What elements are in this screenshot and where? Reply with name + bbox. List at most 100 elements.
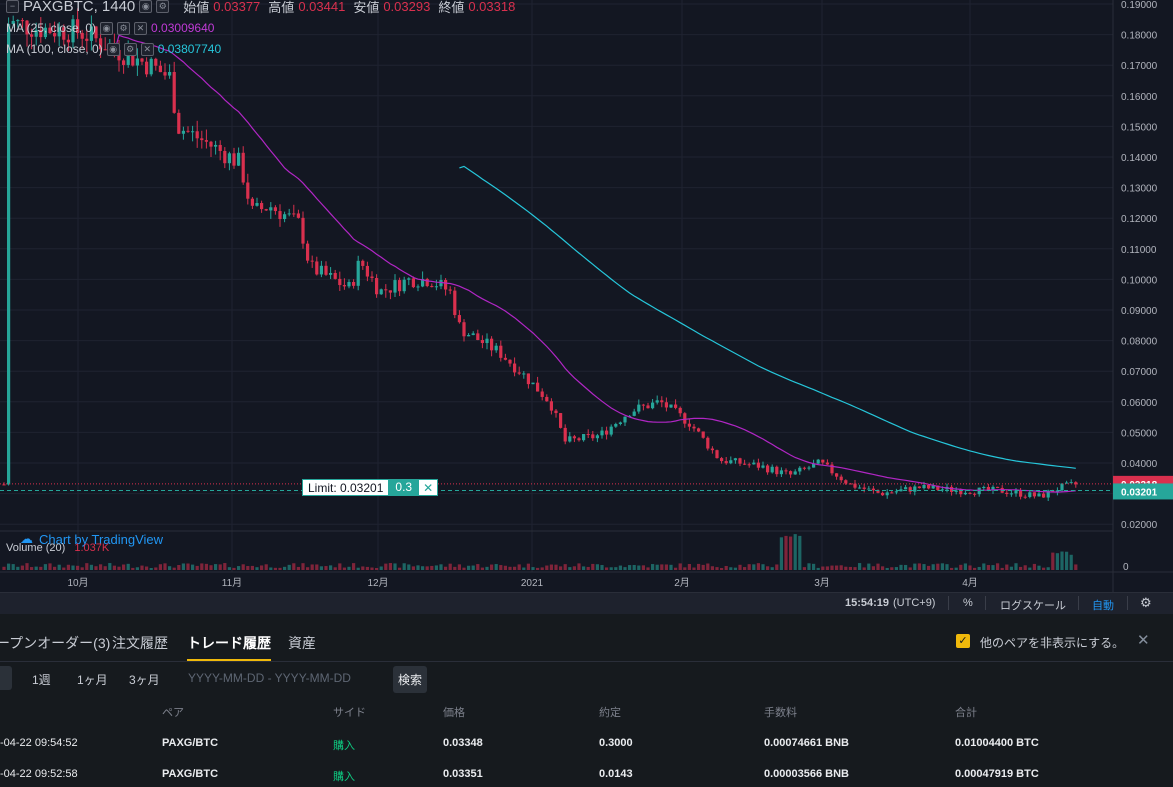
volume-bar: [821, 566, 825, 570]
settings-icon[interactable]: ⚙: [117, 21, 131, 35]
filter-week[interactable]: 1週: [32, 673, 51, 687]
trade-filled: 0.3000: [599, 737, 633, 749]
candle-body: [646, 405, 650, 409]
volume-bar: [140, 565, 144, 570]
close-icon[interactable]: ✕: [140, 42, 154, 56]
price-axis-label: 0.19000: [1121, 0, 1158, 11]
price-chart[interactable]: 0.19000 0.18000 0.17000 0.16000 0.15000 0.140…: [0, 0, 1173, 592]
volume-bar: [48, 563, 52, 570]
price-axis-label: 0.06000: [1121, 398, 1158, 409]
candle-body: [1037, 493, 1041, 497]
candle-body: [591, 434, 595, 439]
candle-body: [793, 471, 797, 475]
cancel-order-icon[interactable]: ✕: [418, 479, 439, 496]
tab-order-history[interactable]: 注文履歴: [112, 635, 168, 651]
chart-background: [0, 0, 1173, 592]
tab-open-orders[interactable]: ープンオーダー(3): [0, 635, 111, 651]
volume-bar: [186, 563, 190, 570]
collapse-icon[interactable]: −: [6, 0, 19, 13]
day-filter-button[interactable]: [0, 666, 12, 690]
volume-bar: [163, 563, 167, 570]
candle-body: [393, 280, 397, 293]
candle-body: [706, 437, 710, 449]
candle-body: [319, 265, 323, 275]
hide-pairs-checkbox[interactable]: ✓: [956, 634, 970, 648]
volume-bar: [775, 564, 779, 570]
volume-bar: [807, 563, 811, 570]
volume-bar: [232, 567, 236, 570]
volume-bar: [99, 564, 103, 570]
volume-bar: [798, 535, 802, 570]
gear-icon[interactable]: ⚙: [1140, 595, 1152, 610]
close-icon[interactable]: ✕: [1137, 632, 1150, 649]
volume-bar: [881, 566, 885, 570]
candle-body: [375, 278, 379, 295]
candle-body: [2, 484, 6, 486]
volume-bar: [996, 563, 1000, 570]
volume-bar: [526, 563, 530, 570]
settings-icon[interactable]: ⚙: [156, 0, 170, 13]
volume-bar: [43, 564, 47, 570]
candle-body: [816, 459, 820, 464]
ma25-line: [113, 34, 1076, 493]
volume-bar: [766, 566, 770, 570]
trade-fee: 0.00003566 BNB: [764, 768, 850, 780]
candle-body: [209, 141, 213, 147]
candle-body: [821, 459, 825, 463]
hide-pairs-label[interactable]: 他のペアを非表示にする。: [980, 636, 1125, 650]
low-label: 安値: [353, 0, 380, 15]
price-axis-label: 0.17000: [1121, 61, 1158, 72]
trade-side: 購入: [333, 771, 355, 783]
settings-icon[interactable]: ⚙: [123, 42, 137, 56]
candle-body: [605, 430, 609, 435]
date-filters: 1週 1ヶ月 3ヶ月 YYYY-MM-DD - YYYY-MM-DD 検索: [0, 664, 1173, 693]
candle-body: [876, 490, 880, 493]
candle-body: [986, 486, 990, 491]
candle-body: [25, 20, 29, 35]
timezone[interactable]: (UTC+9): [893, 597, 936, 609]
volume-bar: [402, 563, 406, 570]
volume-bar: [421, 566, 425, 570]
candle-body: [384, 289, 388, 291]
volume-bar: [269, 567, 273, 570]
col-total: 合計: [955, 707, 977, 719]
eye-icon[interactable]: ◉: [100, 21, 114, 35]
volume-bar: [94, 566, 98, 570]
eye-icon[interactable]: ◉: [106, 42, 120, 56]
tab-trade-history[interactable]: トレード履歴: [187, 635, 271, 661]
filter-three-months[interactable]: 3ヶ月: [129, 673, 160, 687]
date-range-input[interactable]: YYYY-MM-DD - YYYY-MM-DD: [188, 671, 351, 685]
eye-icon[interactable]: ◉: [139, 0, 153, 13]
tradingview-watermark[interactable]: ☁ Chart by TradingView: [20, 531, 163, 547]
volume-bar: [931, 564, 935, 570]
percent-scale-toggle[interactable]: %: [963, 597, 973, 609]
log-scale-toggle[interactable]: ログスケール: [1000, 600, 1066, 612]
volume-bar: [89, 564, 93, 570]
close-icon[interactable]: ✕: [134, 21, 148, 35]
volume-bar: [439, 564, 443, 570]
search-button[interactable]: 検索: [393, 666, 428, 693]
volume-bar: [664, 564, 668, 570]
candle-body: [310, 260, 314, 262]
volume-bar: [917, 563, 921, 570]
candlestick-chart-canvas[interactable]: 0.19000 0.18000 0.17000 0.16000 0.15000 0.140…: [0, 0, 1173, 592]
limit-order-line-label[interactable]: Limit: 0.03201 0.3 ✕: [302, 479, 439, 496]
limit-price-tag: 0.03201: [1121, 487, 1158, 498]
volume-bar: [273, 567, 277, 570]
volume-bar: [936, 563, 940, 570]
volume-bar: [1065, 551, 1069, 570]
volume-bar: [913, 563, 917, 570]
candle-body: [692, 426, 696, 429]
tab-assets[interactable]: 資産: [288, 635, 316, 651]
filter-month[interactable]: 1ヶ月: [77, 673, 108, 687]
auto-scale-toggle[interactable]: 自動: [1092, 600, 1114, 612]
ma100-legend: MA (100, close, 0) ◉ ⚙ ✕ 0.03807740: [6, 42, 221, 56]
candle-body: [595, 435, 599, 439]
volume-bar: [867, 563, 871, 570]
volume-bar: [954, 567, 958, 570]
candle-body: [577, 438, 581, 441]
candle-body: [1065, 482, 1069, 484]
volume-legend: Volume (20) 1.037K: [6, 542, 109, 554]
volume-bar: [255, 567, 259, 570]
tradingview-logo-icon: ☁: [20, 531, 33, 546]
